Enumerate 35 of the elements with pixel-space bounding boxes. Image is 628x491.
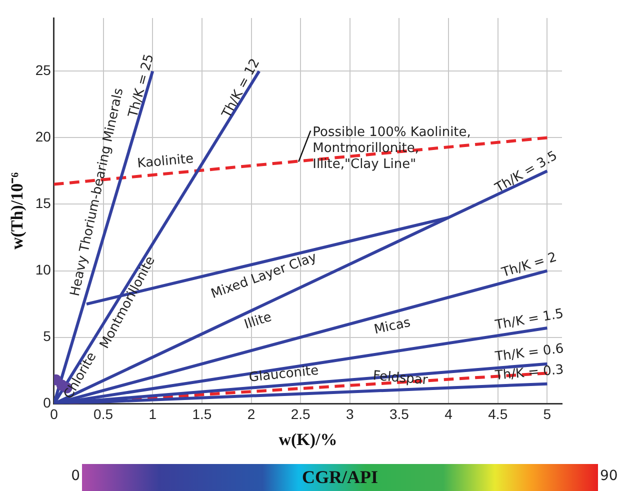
annotation: Feldspar: [372, 368, 429, 388]
annotation: Th/K = 12: [219, 56, 264, 122]
color-bar-label: 90: [600, 468, 618, 484]
annotation: Kaolinite: [136, 152, 194, 172]
y-tick-label: 25: [35, 62, 52, 78]
x-tick-label: 2: [247, 406, 256, 422]
annotation: Th/K = 3.5: [492, 148, 560, 196]
annotation: Possible 100% Kaolinite, Montmorillonite, Illite,"Clay Line": [312, 125, 471, 172]
color-bar-title: CGR/API: [302, 467, 378, 488]
x-tick-label: 5: [543, 406, 552, 422]
y-tick-label: 10: [35, 262, 52, 278]
y-tick-label: 20: [35, 128, 52, 145]
annotation: Illite: [242, 310, 274, 333]
annotation: Th/K = 1.5: [493, 306, 565, 334]
x-tick-label: 3.5: [390, 406, 410, 422]
x-tick-label: 0.5: [94, 406, 114, 422]
x-tick-label: 4: [444, 406, 453, 422]
x-tick-label: 1: [148, 406, 157, 422]
x-axis-title: w(K)/%: [278, 430, 338, 450]
annotation: Th/K = 0.3: [493, 362, 564, 384]
annotation: Th/K = 2: [499, 250, 559, 282]
x-tick-label: 3: [346, 406, 354, 422]
x-tick-label: 2.5: [290, 406, 311, 422]
annotation: Glauconite: [248, 363, 320, 386]
x-tick-label: 1.5: [192, 406, 212, 422]
color-bar-label: 0: [71, 468, 80, 484]
x-tick-label: 4.5: [488, 406, 508, 422]
annotation: Mixed Layer Clay: [209, 250, 320, 302]
y-axis-title: w(Th)/10⁻⁶: [8, 172, 27, 250]
annotation: Th/K = 0.6: [493, 341, 565, 365]
annotation: Th/K = 25: [126, 52, 158, 120]
y-tick-label: 0: [43, 394, 52, 411]
y-tick-label: 15: [35, 195, 52, 212]
y-tick-label: 5: [43, 328, 52, 344]
annotation: Micas: [372, 315, 412, 338]
